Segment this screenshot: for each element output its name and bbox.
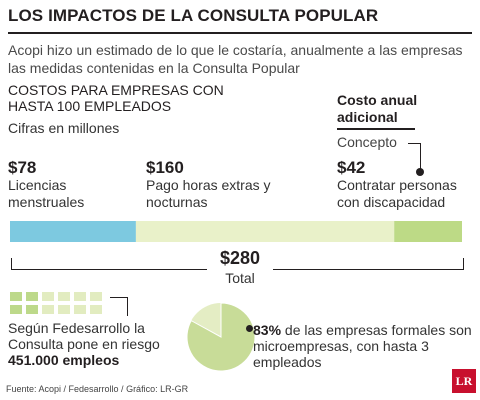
pie-description: de las empresas formales son microempres… — [253, 322, 472, 370]
employee-dot-6 — [10, 305, 22, 314]
additional-cost-title: Costo anual adicional — [337, 92, 418, 125]
pie-percent: 83% — [253, 322, 282, 338]
units-label: Cifras en millones — [8, 120, 120, 136]
bar-segment-2 — [394, 221, 462, 242]
employee-dot-8 — [42, 305, 54, 314]
employee-dot-9 — [58, 305, 70, 314]
value-label-2: $42 — [337, 158, 366, 177]
employee-dot-0 — [10, 292, 22, 301]
employee-dot-2 — [42, 292, 54, 301]
employee-dot-1 — [26, 292, 38, 301]
value-label-1: $160 — [146, 158, 184, 177]
fedesarrollo-jobs-at-risk: 451.000 empleos — [8, 352, 120, 368]
employee-dot-4 — [74, 292, 86, 301]
concept-label: Concepto — [337, 134, 397, 150]
pie-connector-dot — [246, 325, 253, 332]
value-label-0: $78 — [8, 158, 37, 177]
total-value: $280 — [219, 248, 261, 268]
total-label: Total — [225, 270, 255, 286]
dots-connector-vertical — [127, 298, 128, 316]
employee-dot-5 — [90, 292, 102, 301]
category-label-2: Contratar personas con discapacidad — [337, 177, 457, 210]
title-rule — [8, 32, 472, 34]
lr-logo: LR — [452, 369, 476, 393]
employee-dot-11 — [90, 305, 102, 314]
chart-subtitle: Acopi hizo un estimado de lo que le cost… — [8, 42, 463, 76]
pie-slice-microenterprises — [186, 302, 256, 372]
bar-segment-1 — [135, 221, 395, 242]
category-label-1: Pago horas extras y nocturnas — [146, 177, 271, 210]
connector-vertical — [420, 143, 421, 171]
total-bracket-gap — [207, 262, 273, 272]
source-credit: Fuente: Acopi / Fedesarrollo / Gráfico: … — [6, 384, 189, 394]
fedesarrollo-text-before: Según Fedesarrollo la Consulta pone en r… — [8, 320, 160, 352]
dots-connector-horizontal — [110, 297, 128, 298]
connector-dot — [416, 168, 424, 176]
chart-title: LOS IMPACTOS DE LA CONSULTA POPULAR — [8, 6, 379, 25]
employee-dot-10 — [74, 305, 86, 314]
employee-dot-3 — [58, 292, 70, 301]
additional-cost-rule — [337, 128, 415, 130]
connector-horizontal — [408, 143, 421, 144]
employee-dot-7 — [26, 305, 38, 314]
microenterprise-pie-chart — [186, 302, 256, 372]
employee-dots-icon — [10, 292, 102, 314]
stacked-bar-chart — [10, 221, 462, 242]
fedesarrollo-text: Según Fedesarrollo la Consulta pone en r… — [8, 320, 183, 368]
bar-segment-0 — [10, 221, 136, 242]
section-title: COSTOS PARA EMPRESAS CON HASTA 100 EMPLE… — [8, 82, 224, 114]
pie-text: 83% de las empresas formales son microem… — [253, 322, 475, 370]
category-label-0: Licencias menstruales — [8, 177, 85, 210]
